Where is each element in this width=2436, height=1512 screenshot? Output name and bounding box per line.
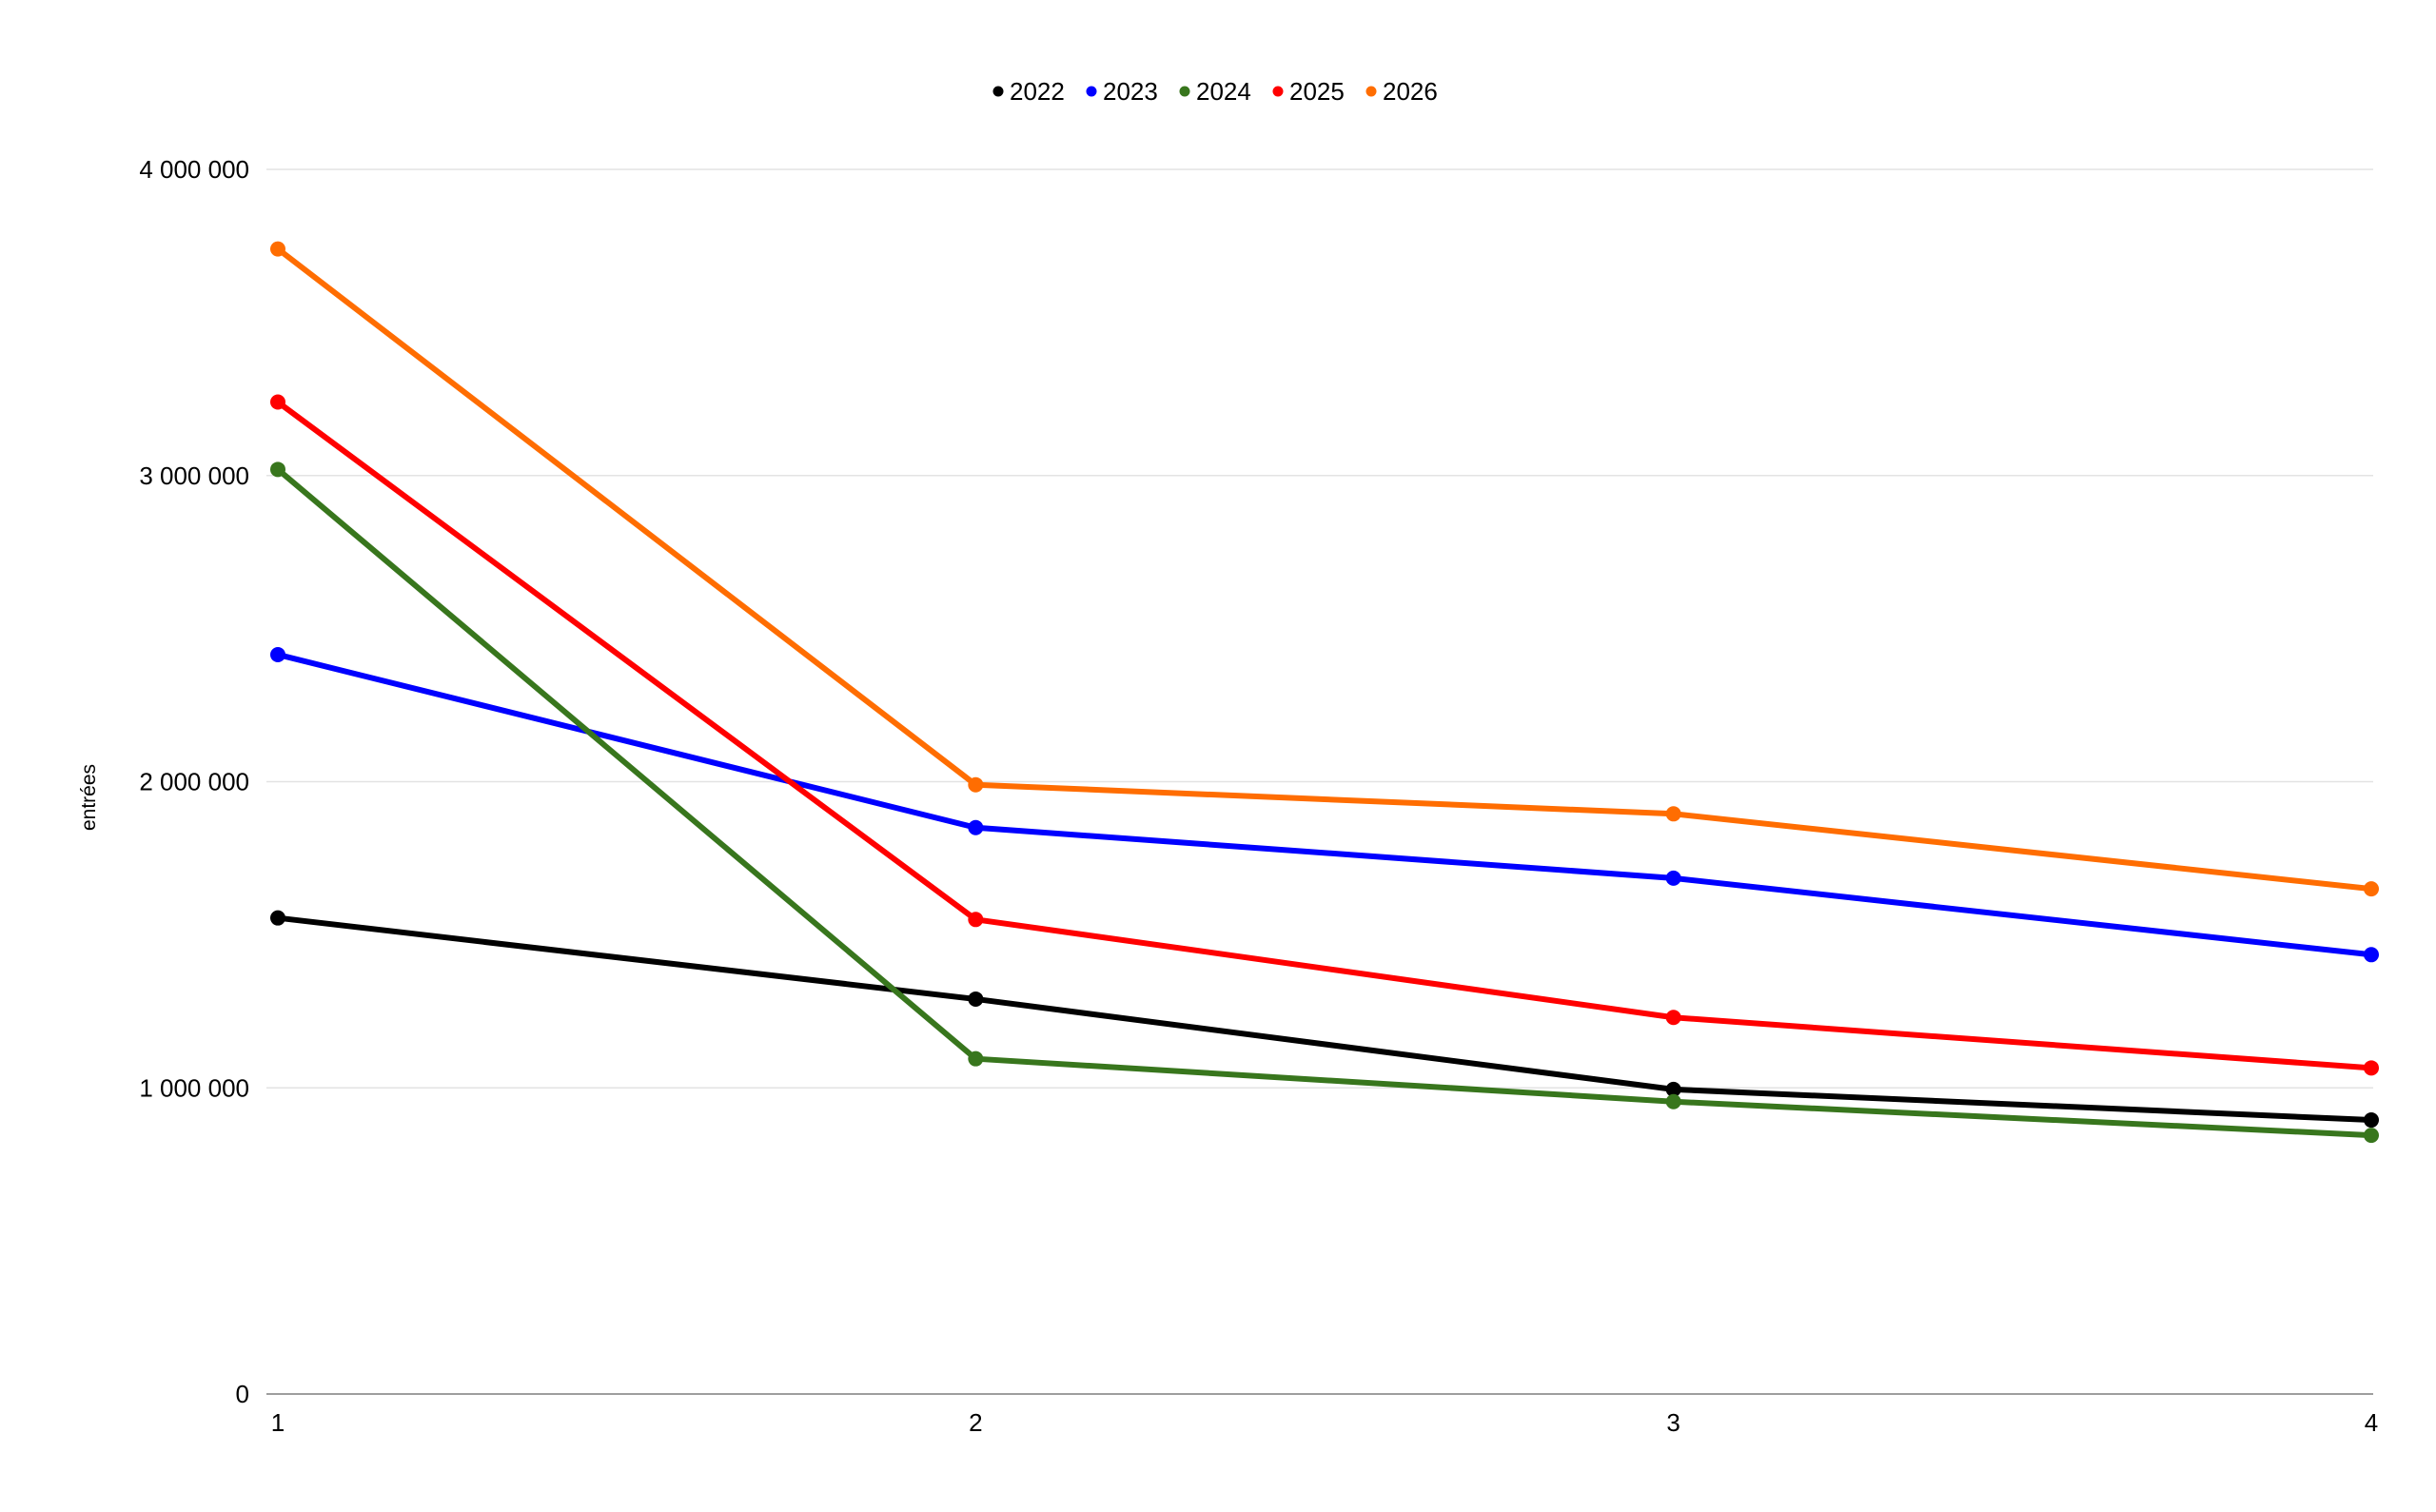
legend-item-2026: 2026 (1365, 77, 1438, 106)
data-point (270, 241, 285, 257)
x-tick-label: 4 (2365, 1408, 2378, 1437)
series-line (275, 245, 2374, 893)
y-axis-title: entrées (78, 764, 100, 831)
data-point (1665, 1081, 1681, 1097)
y-tick-label: 4 000 000 (139, 155, 249, 184)
series-2024 (270, 461, 2379, 1144)
data-point (2364, 1060, 2379, 1076)
series-line (275, 399, 2374, 1071)
series-line (275, 651, 2374, 958)
legend-label: 2024 (1196, 77, 1251, 106)
legend-label: 2023 (1103, 77, 1158, 106)
data-point (1665, 806, 1681, 822)
data-point (270, 646, 285, 662)
legend-marker (1365, 86, 1377, 97)
data-point (1665, 1093, 1681, 1109)
x-tick-label: 1 (271, 1408, 285, 1437)
legend-marker (1086, 86, 1097, 97)
legend-item-2023: 2023 (1086, 77, 1158, 106)
series-2026 (270, 241, 2379, 897)
x-axis: 1 2 3 4 (266, 1393, 2378, 1437)
legend-label: 2026 (1383, 77, 1438, 106)
x-tick-label: 2 (969, 1408, 982, 1437)
series-line (275, 466, 2374, 1139)
data-point (968, 912, 984, 928)
series-2023 (270, 646, 2379, 963)
data-point (968, 776, 984, 793)
data-point (2364, 1112, 2379, 1129)
series-2022 (270, 910, 2379, 1129)
series-line (275, 914, 2374, 1124)
y-tick-label: 0 (236, 1380, 249, 1408)
y-axis: 0 1 000 000 2 000 000 3 000 000 4 000 000 (139, 155, 249, 1408)
series-lines (270, 241, 2379, 1144)
gridlines (266, 168, 2373, 1089)
data-point (270, 461, 285, 478)
data-point (2364, 881, 2379, 897)
data-point (968, 991, 984, 1007)
y-tick-label: 1 000 000 (139, 1073, 249, 1102)
data-point (968, 1051, 984, 1067)
x-tick-label: 3 (1666, 1408, 1680, 1437)
y-tick-label: 2 000 000 (139, 768, 249, 796)
legend-marker (1272, 86, 1284, 97)
data-point (270, 910, 285, 926)
data-point (1665, 870, 1681, 886)
series-2025 (270, 394, 2379, 1076)
legend-marker (992, 86, 1004, 97)
data-point (270, 394, 285, 410)
legend-label: 2022 (1010, 77, 1065, 106)
legend: 2022 2023 2024 2025 2026 (992, 77, 1438, 106)
data-point (2364, 1128, 2379, 1144)
legend-item-2024: 2024 (1179, 77, 1251, 106)
legend-label: 2025 (1289, 77, 1345, 106)
legend-marker (1179, 86, 1190, 97)
data-point (968, 819, 984, 835)
data-point (2364, 947, 2379, 963)
legend-item-2022: 2022 (992, 77, 1065, 106)
data-point (1665, 1010, 1681, 1026)
legend-item-2025: 2025 (1272, 77, 1345, 106)
y-tick-label: 3 000 000 (139, 461, 249, 490)
